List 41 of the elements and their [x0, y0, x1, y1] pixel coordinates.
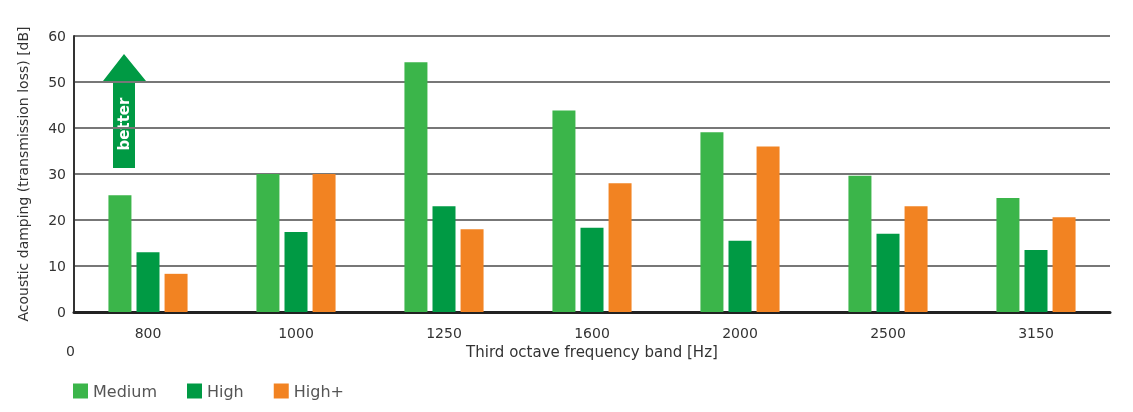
- bar: [460, 229, 484, 312]
- y-tick-label: 0: [57, 304, 66, 320]
- bar: [728, 240, 752, 312]
- bar: [312, 174, 336, 312]
- bar: [876, 233, 900, 312]
- bar: [256, 174, 280, 312]
- legend-label: Medium: [93, 381, 157, 401]
- y-tick-label: 20: [48, 212, 66, 228]
- bar: [996, 197, 1020, 312]
- bar: [756, 146, 780, 312]
- x-tick-label: 2500: [870, 325, 906, 341]
- x-tick-label: 1000: [278, 325, 314, 341]
- x-tick-label: 1600: [574, 325, 610, 341]
- bar: [580, 227, 604, 312]
- x-axis-title: Third octave frequency band [Hz]: [465, 343, 718, 362]
- x-tick-label: 800: [134, 325, 162, 341]
- x-tick-label: 2000: [722, 325, 758, 341]
- y-tick-label: 60: [48, 28, 66, 44]
- legend-label: High: [206, 381, 244, 401]
- bar: [284, 231, 308, 312]
- bar: [164, 273, 188, 312]
- bar: [848, 175, 872, 312]
- y-tick-label: 50: [48, 74, 66, 90]
- x-tick-label: 3150: [1018, 325, 1054, 341]
- bar: [404, 62, 428, 312]
- bar: [136, 252, 160, 312]
- legend-label: High+: [293, 381, 344, 401]
- bar: [1024, 249, 1048, 312]
- bar: [552, 110, 576, 312]
- y-tick-label: 40: [48, 120, 66, 136]
- bar: [1052, 217, 1076, 312]
- y-axis-title: Acoustic damping (transmission loss) [dB]: [15, 26, 31, 322]
- bar: [432, 206, 456, 312]
- y-tick-label: 30: [48, 166, 66, 182]
- bar: [700, 132, 724, 312]
- y-tick-label: 10: [48, 258, 66, 274]
- bar: [608, 183, 632, 312]
- bar: [904, 206, 928, 312]
- annotation: better: [115, 96, 133, 151]
- x-tick-label: 1250: [426, 325, 462, 341]
- bar: [108, 195, 132, 312]
